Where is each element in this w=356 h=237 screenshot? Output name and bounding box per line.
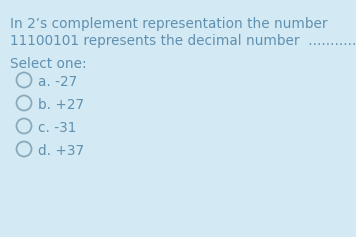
- Text: Select one:: Select one:: [10, 57, 87, 71]
- Text: c. -31: c. -31: [38, 121, 77, 135]
- Text: a. -27: a. -27: [38, 75, 77, 89]
- Text: 11100101 represents the decimal number  ............: 11100101 represents the decimal number .…: [10, 34, 356, 48]
- Text: In 2’s complement representation the number: In 2’s complement representation the num…: [10, 17, 328, 31]
- Text: b. +27: b. +27: [38, 98, 84, 112]
- Text: d. +37: d. +37: [38, 144, 84, 158]
